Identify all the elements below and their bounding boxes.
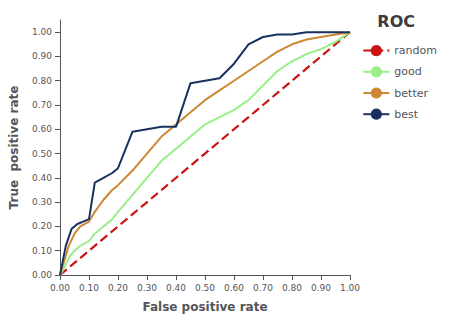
svg-text:better: better xyxy=(394,87,428,100)
svg-text:0.90: 0.90 xyxy=(311,283,331,293)
svg-text:0.60: 0.60 xyxy=(32,124,52,134)
svg-text:1.00: 1.00 xyxy=(340,283,360,293)
svg-text:0.20: 0.20 xyxy=(108,283,128,293)
svg-text:True positive rate: True positive rate xyxy=(7,86,21,210)
svg-text:0.90: 0.90 xyxy=(32,51,52,61)
svg-text:False positive rate: False positive rate xyxy=(142,300,267,314)
svg-text:0.80: 0.80 xyxy=(282,283,302,293)
svg-text:good: good xyxy=(394,65,421,78)
svg-text:0.80: 0.80 xyxy=(32,76,52,86)
svg-text:0.50: 0.50 xyxy=(32,149,52,159)
svg-text:0.60: 0.60 xyxy=(224,283,244,293)
svg-text:0.50: 0.50 xyxy=(195,283,215,293)
svg-text:0.70: 0.70 xyxy=(32,100,52,110)
svg-text:0.40: 0.40 xyxy=(166,283,186,293)
svg-text:0.00: 0.00 xyxy=(50,283,70,293)
svg-text:0.70: 0.70 xyxy=(253,283,273,293)
svg-text:best: best xyxy=(394,108,418,121)
svg-text:0.10: 0.10 xyxy=(32,246,52,256)
svg-text:1.00: 1.00 xyxy=(32,27,52,37)
svg-text:0.00: 0.00 xyxy=(32,270,52,280)
svg-text:ROC: ROC xyxy=(377,12,415,31)
svg-text:random: random xyxy=(394,44,437,57)
svg-text:0.10: 0.10 xyxy=(79,283,99,293)
svg-text:0.20: 0.20 xyxy=(32,221,52,231)
svg-text:0.30: 0.30 xyxy=(32,197,52,207)
svg-text:0.40: 0.40 xyxy=(32,173,52,183)
svg-text:0.30: 0.30 xyxy=(137,283,157,293)
